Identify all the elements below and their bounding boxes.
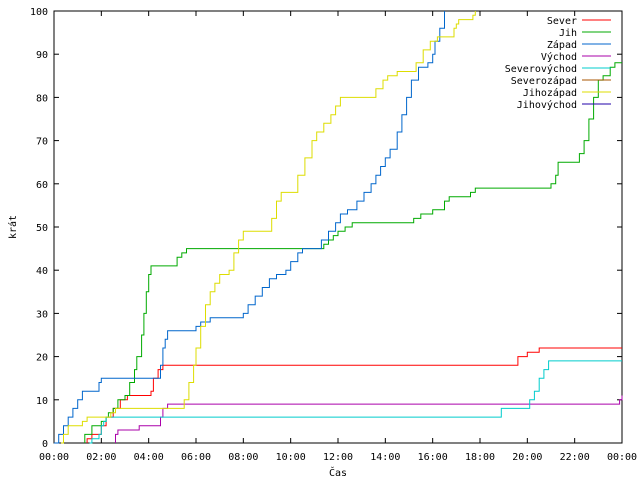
series-line-jih [84,62,622,443]
y-tick-label: 10 [36,396,48,407]
y-tick-label: 0 [42,439,48,450]
y-tick-label: 30 [36,309,48,320]
y-tick-label: 50 [36,223,48,234]
x-tick-label: 18:00 [465,452,495,463]
y-tick-label: 90 [36,50,48,61]
series-layer [54,11,623,444]
series-line-severovýchod [89,360,622,444]
legend: SeverJihZápadVýchodSeverovýchodSeverozáp… [505,16,611,111]
x-tick-label: 12:00 [323,452,353,463]
series-line-jihozápad [61,11,476,444]
series-line-západ [54,11,445,444]
y-axis: 0 10 20 30 40 50 60 70 80 90 100 [30,7,622,450]
x-tick-label: 00:00 [607,452,637,463]
legend-label: Sever [547,16,577,27]
legend-label: Severovýchod [505,63,577,75]
legend-label: Jihovýchod [517,99,577,111]
y-tick-label: 20 [36,353,48,364]
x-tick-label: 00:00 [39,452,69,463]
x-axis-label: Čas [329,466,347,479]
x-axis: 00:00 02:00 04:00 06:00 08:00 10:00 12:00 14:00… [39,11,637,463]
y-tick-label: 70 [36,137,48,148]
y-tick-label: 40 [36,266,48,277]
x-tick-label: 06:00 [181,452,211,463]
series-line-východ [115,395,623,443]
y-tick-label: 100 [30,7,48,18]
x-tick-label: 14:00 [370,452,400,463]
y-tick-label: 60 [36,180,48,191]
x-tick-label: 02:00 [86,452,116,463]
x-tick-label: 20:00 [512,452,542,463]
x-tick-label: 10:00 [276,452,306,463]
legend-label: Jihozápad [523,87,577,99]
x-tick-label: 04:00 [134,452,164,463]
x-tick-label: 08:00 [228,452,258,463]
legend-label: Severozápad [511,75,577,87]
legend-label: Východ [541,51,577,63]
x-tick-label: 16:00 [418,452,448,463]
x-tick-label: 22:00 [560,452,590,463]
y-axis-label: krát [7,215,19,239]
legend-label: Jih [559,28,577,39]
legend-label: Západ [547,39,577,51]
series-line-sever [86,347,622,443]
y-tick-label: 80 [36,93,48,104]
